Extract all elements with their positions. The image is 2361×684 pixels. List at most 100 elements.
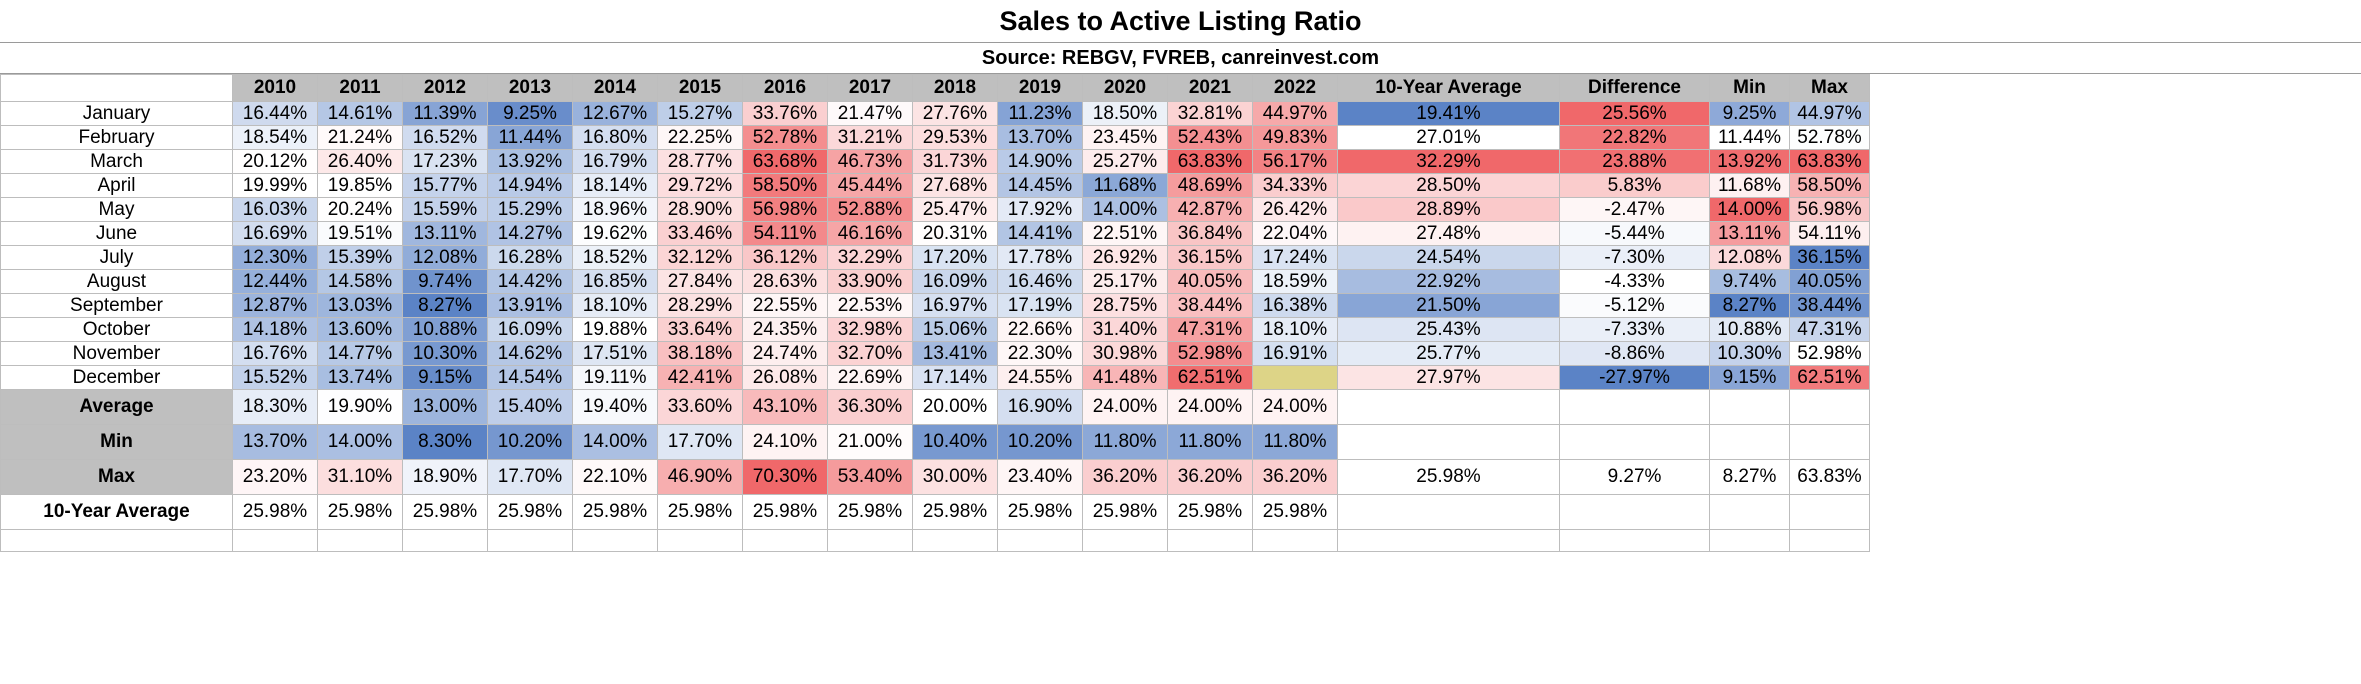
column-header-2019: 2019 <box>997 74 1083 102</box>
data-cell: 16.46% <box>997 269 1083 294</box>
month-label: June <box>0 221 233 246</box>
column-header-10-year-average: 10-Year Average <box>1337 74 1560 102</box>
data-cell: -27.97% <box>1559 365 1710 390</box>
data-cell: 24.55% <box>997 365 1083 390</box>
data-cell: 40.05% <box>1789 269 1870 294</box>
month-row-january: January 16.44% 14.61% 11.39% 9.25% 12.67% 15.2… <box>0 101 1870 126</box>
summary-cell: 33.60% <box>657 389 743 425</box>
month-row-august: August 12.44% 14.58% 9.74% 14.42% 16.85% 27.84… <box>0 269 1870 294</box>
column-header-2018: 2018 <box>912 74 998 102</box>
data-cell: 13.70% <box>997 125 1083 150</box>
summary-cell: 17.70% <box>487 459 573 495</box>
data-cell: 17.24% <box>1252 245 1338 270</box>
data-cell: -7.30% <box>1559 245 1710 270</box>
data-cell: 17.23% <box>402 149 488 174</box>
data-cell: 40.05% <box>1167 269 1253 294</box>
data-cell: 19.51% <box>317 221 403 246</box>
summary-cell: 13.00% <box>402 389 488 425</box>
data-cell: 20.24% <box>317 197 403 222</box>
data-cell: 47.31% <box>1789 317 1870 342</box>
data-cell: 24.35% <box>742 317 828 342</box>
data-cell: 31.21% <box>827 125 913 150</box>
empty-cell <box>1709 424 1790 460</box>
data-cell: 42.41% <box>657 365 743 390</box>
data-cell: 11.23% <box>997 101 1083 126</box>
summary-cell: 10.20% <box>487 424 573 460</box>
data-cell: 12.44% <box>232 269 318 294</box>
data-cell: 36.12% <box>742 245 828 270</box>
data-cell: 26.42% <box>1252 197 1338 222</box>
data-cell: 13.03% <box>317 293 403 318</box>
data-cell: 22.82% <box>1559 125 1710 150</box>
data-cell: 18.52% <box>572 245 658 270</box>
data-cell: 38.44% <box>1789 293 1870 318</box>
data-cell: 16.69% <box>232 221 318 246</box>
data-cell: 33.64% <box>657 317 743 342</box>
data-cell: 52.43% <box>1167 125 1253 150</box>
data-cell: 32.70% <box>827 341 913 366</box>
summary-label: Max <box>0 459 233 495</box>
summary-cell: 25.98% <box>997 494 1083 530</box>
data-cell: 17.51% <box>572 341 658 366</box>
empty-cell <box>232 529 318 552</box>
data-cell: 5.83% <box>1559 173 1710 198</box>
data-cell: 58.50% <box>742 173 828 198</box>
summary-cell: 11.80% <box>1167 424 1253 460</box>
summary-cell: 8.27% <box>1709 459 1790 495</box>
data-cell: 14.27% <box>487 221 573 246</box>
data-cell: 28.63% <box>742 269 828 294</box>
column-header-2012: 2012 <box>402 74 488 102</box>
month-label: January <box>0 101 233 126</box>
data-cell: 52.88% <box>827 197 913 222</box>
summary-label: 10-Year Average <box>0 494 233 530</box>
data-cell: 9.15% <box>402 365 488 390</box>
summary-cell: 25.98% <box>232 494 318 530</box>
data-cell: 17.78% <box>997 245 1083 270</box>
summary-cell: 30.00% <box>912 459 998 495</box>
data-cell: 54.11% <box>1789 221 1870 246</box>
data-cell: 15.27% <box>657 101 743 126</box>
data-cell: 28.50% <box>1337 173 1560 198</box>
month-label: July <box>0 245 233 270</box>
summary-cell: 25.98% <box>1167 494 1253 530</box>
summary-cell: 17.70% <box>657 424 743 460</box>
data-cell: 29.53% <box>912 125 998 150</box>
empty-cell <box>827 529 913 552</box>
data-cell: 13.11% <box>402 221 488 246</box>
data-cell: 25.47% <box>912 197 998 222</box>
data-cell: 17.20% <box>912 245 998 270</box>
data-cell: 56.17% <box>1252 149 1338 174</box>
data-cell: 52.98% <box>1789 341 1870 366</box>
data-cell: 20.12% <box>232 149 318 174</box>
empty-cell <box>1337 529 1560 552</box>
month-row-march: March 20.12% 26.40% 17.23% 13.92% 16.79% 28.77… <box>0 149 1870 174</box>
data-cell: 32.98% <box>827 317 913 342</box>
month-row-november: November 16.76% 14.77% 10.30% 14.62% 17.51% 38… <box>0 341 1870 366</box>
summary-cell: 25.98% <box>402 494 488 530</box>
summary-row-max: Max 23.20% 31.10% 18.90% 17.70% 22.10% 46.90% 7… <box>0 459 1870 495</box>
data-cell: 25.56% <box>1559 101 1710 126</box>
data-cell: 27.48% <box>1337 221 1560 246</box>
data-cell: 22.04% <box>1252 221 1338 246</box>
summary-cell: 53.40% <box>827 459 913 495</box>
data-cell: 25.77% <box>1337 341 1560 366</box>
month-row-july: July 12.30% 15.39% 12.08% 16.28% 18.52% 32.12%… <box>0 245 1870 270</box>
data-cell: 16.03% <box>232 197 318 222</box>
data-cell: -7.33% <box>1559 317 1710 342</box>
column-header-difference: Difference <box>1559 74 1710 102</box>
data-cell: 13.92% <box>1709 149 1790 174</box>
month-label: October <box>0 317 233 342</box>
data-cell: 63.83% <box>1789 149 1870 174</box>
data-cell: 20.31% <box>912 221 998 246</box>
data-cell: 28.77% <box>657 149 743 174</box>
summary-cell: 24.10% <box>742 424 828 460</box>
data-cell: 9.74% <box>402 269 488 294</box>
data-cell: 22.53% <box>827 293 913 318</box>
column-header-2013: 2013 <box>487 74 573 102</box>
data-cell: 16.79% <box>572 149 658 174</box>
summary-cell: 63.83% <box>1789 459 1870 495</box>
data-cell: 31.73% <box>912 149 998 174</box>
month-label: September <box>0 293 233 318</box>
data-cell: 17.14% <box>912 365 998 390</box>
month-label: November <box>0 341 233 366</box>
